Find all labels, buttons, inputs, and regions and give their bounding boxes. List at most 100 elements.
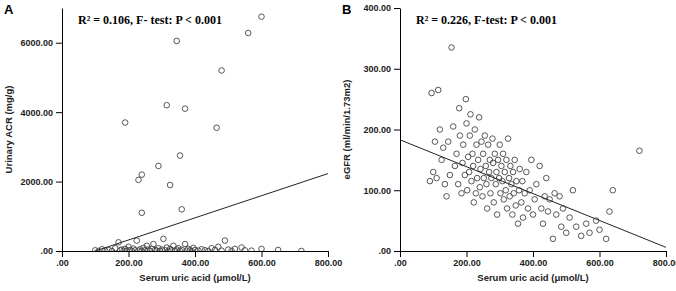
point bbox=[463, 96, 469, 102]
point bbox=[134, 238, 140, 244]
tick-label: 400.00 bbox=[520, 258, 548, 268]
tick-label: 200.00 bbox=[453, 258, 481, 268]
tick-mark bbox=[400, 251, 401, 257]
point bbox=[537, 163, 543, 169]
point bbox=[544, 175, 550, 181]
tick-mark bbox=[56, 112, 62, 113]
tick: 2000.00 bbox=[20, 177, 62, 187]
tick-label: 100.00 bbox=[363, 186, 391, 196]
point bbox=[473, 190, 479, 196]
plot-area bbox=[62, 14, 328, 251]
point bbox=[502, 169, 508, 175]
point bbox=[487, 157, 493, 163]
tick-mark bbox=[56, 43, 62, 44]
tick: 4000.00 bbox=[20, 108, 62, 118]
panel-label: A bbox=[4, 2, 14, 17]
tick: 300.00 bbox=[363, 64, 400, 74]
point bbox=[550, 236, 556, 242]
tick: 200.00 bbox=[115, 251, 143, 268]
point bbox=[232, 246, 238, 251]
tick: 400.00 bbox=[520, 251, 548, 268]
tick-mark bbox=[394, 251, 400, 252]
point bbox=[429, 90, 435, 96]
point bbox=[167, 182, 173, 188]
point bbox=[242, 248, 248, 251]
point bbox=[490, 136, 496, 142]
point bbox=[501, 197, 507, 203]
point bbox=[470, 151, 476, 157]
tick-mark bbox=[129, 251, 130, 257]
point bbox=[539, 206, 545, 212]
point bbox=[464, 187, 470, 193]
tick-label: 800.00 bbox=[315, 258, 343, 268]
x-axis: .00200.00400.00600.00800.00 bbox=[394, 251, 676, 268]
point bbox=[483, 163, 489, 169]
point bbox=[182, 106, 188, 112]
tick-label: 400.00 bbox=[363, 3, 391, 13]
point bbox=[499, 163, 505, 169]
tick-mark bbox=[394, 190, 400, 191]
y-axis-title: Urinary ACR (mg/g) bbox=[3, 86, 14, 174]
point bbox=[482, 133, 488, 139]
point bbox=[470, 163, 476, 169]
panel-label: B bbox=[342, 2, 351, 17]
point bbox=[511, 190, 517, 196]
point bbox=[455, 181, 461, 187]
point bbox=[530, 212, 536, 218]
point bbox=[512, 157, 518, 163]
point bbox=[540, 221, 546, 227]
point bbox=[503, 187, 509, 193]
tick: 100.00 bbox=[363, 186, 400, 196]
tick-label: 800.00 bbox=[653, 258, 676, 268]
point bbox=[524, 169, 530, 175]
point bbox=[479, 139, 485, 145]
point bbox=[435, 87, 441, 93]
y-axis-line bbox=[400, 9, 401, 252]
x-axis-title: Serum uric acid (μmol/L) bbox=[139, 272, 250, 283]
tick-mark bbox=[467, 251, 468, 257]
point bbox=[520, 215, 526, 221]
point bbox=[139, 172, 145, 178]
point bbox=[434, 175, 440, 181]
point bbox=[456, 105, 462, 111]
point bbox=[494, 212, 500, 218]
point bbox=[517, 166, 523, 172]
x-axis: .00200.00400.00600.00800.00 bbox=[56, 251, 342, 268]
fit-line bbox=[400, 140, 666, 248]
point bbox=[471, 200, 477, 206]
point bbox=[484, 181, 490, 187]
panel: .00200.00400.00600.00800.00.002000.00400… bbox=[3, 2, 342, 283]
tick: 400.00 bbox=[363, 3, 400, 13]
point bbox=[583, 221, 589, 227]
plot-area bbox=[400, 45, 666, 248]
point bbox=[485, 142, 491, 148]
point bbox=[481, 175, 487, 181]
point bbox=[519, 200, 525, 206]
point bbox=[494, 169, 500, 175]
point bbox=[492, 151, 498, 157]
tick-label: 600.00 bbox=[586, 258, 614, 268]
point bbox=[497, 142, 503, 148]
point bbox=[478, 166, 484, 172]
tick: .00 bbox=[40, 246, 62, 256]
point bbox=[151, 241, 157, 247]
point bbox=[196, 248, 202, 251]
tick-label: .00 bbox=[56, 258, 69, 268]
tick-label: 2000.00 bbox=[20, 177, 53, 187]
point bbox=[567, 215, 573, 221]
annotation: R² = 0.106, F- test: P < 0.001 bbox=[78, 13, 222, 27]
tick-mark bbox=[600, 251, 601, 257]
point bbox=[430, 169, 436, 175]
point bbox=[122, 120, 128, 126]
tick-mark bbox=[62, 251, 63, 257]
point bbox=[557, 194, 563, 200]
point bbox=[507, 194, 513, 200]
point bbox=[504, 206, 510, 212]
tick-mark bbox=[394, 8, 400, 9]
tick-label: 4000.00 bbox=[20, 108, 53, 118]
point bbox=[607, 209, 613, 215]
point bbox=[464, 121, 470, 127]
point bbox=[214, 125, 220, 131]
point bbox=[525, 206, 531, 212]
point bbox=[476, 115, 482, 121]
